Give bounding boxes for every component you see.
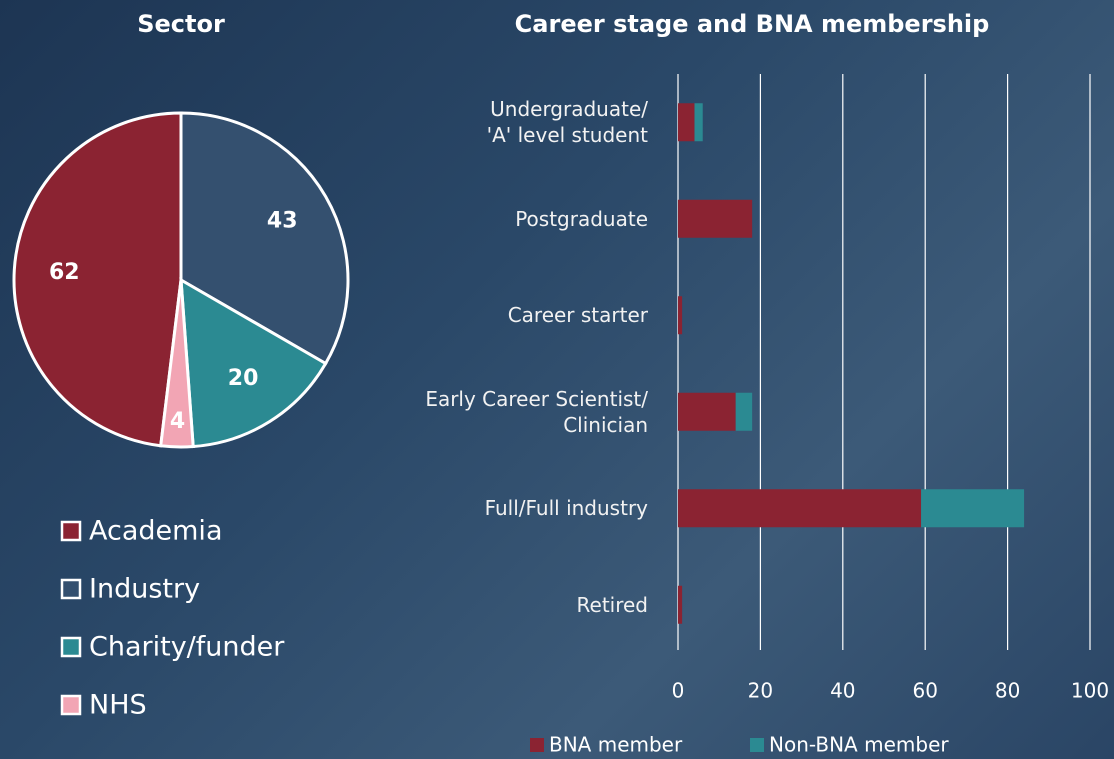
bar-segment <box>678 103 694 141</box>
x-tick-label: 80 <box>995 679 1020 703</box>
y-tick-label: Undergraduate/ 'A' level student <box>348 96 648 148</box>
legend-label: Academia <box>89 516 222 547</box>
y-tick-label: Retired <box>348 592 648 618</box>
pie-value-label: 43 <box>267 209 298 234</box>
legend-label: NHS <box>89 690 147 721</box>
bar-segment <box>678 200 752 238</box>
bar-segment <box>921 489 1024 527</box>
x-tick-label: 60 <box>912 679 937 703</box>
legend-swatch <box>62 638 80 656</box>
bar-segment <box>678 296 682 334</box>
bar-title: Career stage and BNA membership <box>515 10 990 38</box>
legend-swatch <box>750 738 764 752</box>
bar-segment <box>694 103 702 141</box>
slide: Sector Career stage and BNA membership 6… <box>0 0 1114 759</box>
legend-swatch <box>62 580 80 598</box>
x-tick-label: 100 <box>1071 679 1109 703</box>
bar-segment <box>678 489 921 527</box>
bar-segment <box>678 586 682 624</box>
y-tick-label: Postgraduate <box>348 206 648 232</box>
legend-swatch <box>530 738 544 752</box>
legend-swatch <box>62 696 80 714</box>
legend-label: Non-BNA member <box>769 733 949 757</box>
pie-value-label: 62 <box>49 260 80 285</box>
legend-label: BNA member <box>549 733 683 757</box>
x-tick-label: 40 <box>830 679 855 703</box>
pie-slice <box>14 113 181 446</box>
legend-label: Charity/funder <box>89 632 285 663</box>
pie-title: Sector <box>137 10 225 38</box>
x-tick-label: 0 <box>672 679 685 703</box>
y-tick-label: Career starter <box>348 302 648 328</box>
y-tick-label: Early Career Scientist/ Clinician <box>348 386 648 438</box>
x-tick-label: 20 <box>748 679 773 703</box>
bar-segment <box>736 393 752 431</box>
legend-swatch <box>62 522 80 540</box>
pie-value-label: 20 <box>228 366 259 391</box>
legend-label: Industry <box>89 574 200 605</box>
pie-value-label: 4 <box>170 409 185 434</box>
bar-segment <box>678 393 736 431</box>
y-tick-label: Full/Full industry <box>348 495 648 521</box>
